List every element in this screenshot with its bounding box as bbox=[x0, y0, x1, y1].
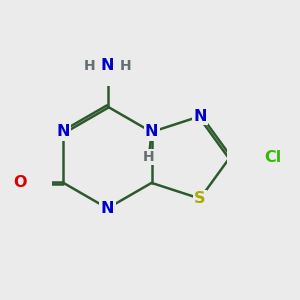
Text: Cl: Cl bbox=[265, 150, 282, 165]
Text: N: N bbox=[57, 124, 70, 140]
Text: N: N bbox=[193, 109, 207, 124]
Text: S: S bbox=[194, 191, 206, 206]
Text: N: N bbox=[101, 201, 114, 216]
Text: N: N bbox=[101, 58, 114, 73]
Text: H: H bbox=[143, 150, 155, 164]
Text: O: O bbox=[14, 176, 27, 190]
Text: H: H bbox=[120, 59, 132, 73]
Text: H: H bbox=[83, 59, 95, 73]
Text: N: N bbox=[145, 124, 158, 140]
